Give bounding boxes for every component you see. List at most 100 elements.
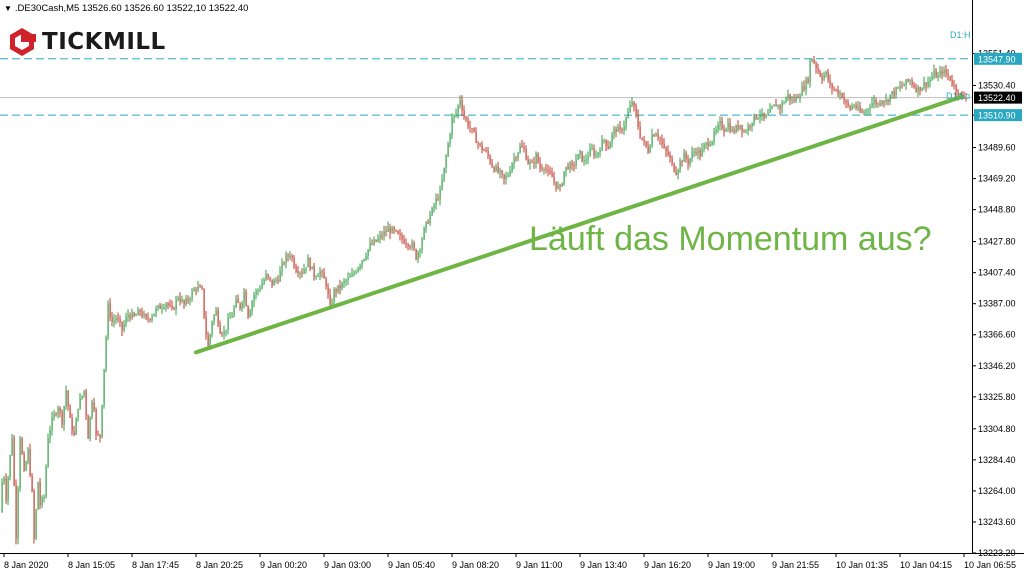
y-tick-label: 13325.80 — [978, 392, 1016, 402]
candle — [249, 308, 251, 318]
candle-body — [187, 298, 189, 301]
candle-body — [59, 407, 61, 412]
candle — [757, 116, 759, 121]
candle-body — [95, 409, 97, 435]
candle — [73, 425, 75, 437]
candle-body — [623, 125, 625, 131]
candle — [669, 151, 671, 163]
level-price-label: 13547.90 — [974, 52, 1022, 65]
candle — [919, 86, 921, 96]
candle — [569, 160, 571, 174]
candle — [425, 221, 427, 233]
candle — [681, 159, 683, 167]
candle — [197, 280, 199, 293]
candle — [355, 269, 357, 275]
candle — [739, 124, 741, 131]
candle-body — [241, 302, 243, 309]
candle-body — [827, 71, 829, 81]
candle-body — [881, 100, 883, 105]
candle-body — [641, 137, 643, 140]
candle — [617, 123, 619, 132]
candle — [61, 409, 63, 429]
candle — [525, 145, 527, 161]
candle-body — [901, 86, 903, 88]
trend-line[interactable] — [194, 94, 964, 355]
candle-body — [767, 112, 769, 115]
candle — [625, 116, 627, 131]
candle — [163, 304, 165, 310]
dropdown-arrow-icon[interactable]: ▼ — [4, 4, 12, 13]
candle-body — [19, 438, 21, 489]
candle-body — [851, 106, 853, 110]
candle-body — [71, 417, 73, 432]
candle-body — [855, 105, 857, 109]
candle — [833, 86, 835, 92]
candle — [507, 172, 509, 178]
y-tick-label: 13284.40 — [978, 455, 1016, 465]
candle-body — [245, 291, 247, 307]
candle-body — [539, 162, 541, 169]
candle — [923, 76, 925, 90]
candle-body — [465, 117, 467, 120]
candle-body — [273, 280, 275, 286]
candle — [177, 295, 179, 302]
candle — [695, 147, 697, 157]
candle-body — [803, 86, 805, 90]
candle-body — [149, 319, 151, 321]
candle-body — [817, 68, 819, 72]
candle-body — [835, 89, 837, 91]
candle — [613, 125, 615, 140]
candle — [941, 66, 943, 80]
candle-body — [941, 71, 943, 74]
y-tick-label: 13530.40 — [978, 80, 1016, 90]
candle-body — [31, 475, 33, 492]
candle — [117, 312, 119, 323]
candle-body — [667, 151, 669, 155]
candle-body — [369, 243, 371, 250]
candle — [705, 141, 707, 149]
candle — [19, 435, 21, 492]
candle — [225, 329, 227, 337]
candle-body — [635, 105, 637, 115]
candle-body — [569, 163, 571, 169]
candle-body — [471, 128, 473, 130]
y-tick-label: 13427.80 — [978, 237, 1016, 247]
candle — [925, 82, 927, 93]
candle-body — [283, 263, 285, 265]
candle-body — [181, 299, 183, 302]
candle-body — [129, 314, 131, 319]
candle-body — [753, 114, 755, 123]
candle-body — [745, 131, 747, 133]
candle-body — [673, 163, 675, 172]
candle-body — [871, 103, 873, 108]
candle-body — [671, 158, 673, 164]
candle — [95, 407, 97, 440]
candle — [849, 104, 851, 112]
x-tick-label: 9 Jan 21:55 — [772, 560, 819, 570]
candle-body — [267, 274, 269, 278]
candle-body — [165, 303, 167, 308]
candle-body — [355, 271, 357, 273]
candle — [251, 299, 253, 316]
candle-body — [779, 105, 781, 110]
candle — [169, 299, 171, 308]
candle — [119, 315, 121, 327]
y-tick-label: 13243.60 — [978, 517, 1016, 527]
candle-body — [341, 282, 343, 289]
candle — [575, 153, 577, 170]
candle-body — [699, 149, 701, 157]
candle — [921, 87, 923, 92]
candle — [397, 230, 399, 235]
candle — [345, 278, 347, 287]
candle — [545, 163, 547, 174]
candle-body — [481, 144, 483, 151]
candle — [737, 120, 739, 132]
candle — [81, 395, 83, 400]
candle — [913, 81, 915, 89]
candle-body — [861, 111, 863, 113]
candle-body — [375, 239, 377, 242]
candle — [711, 140, 713, 147]
candle-body — [163, 307, 165, 309]
candle-body — [363, 258, 365, 261]
